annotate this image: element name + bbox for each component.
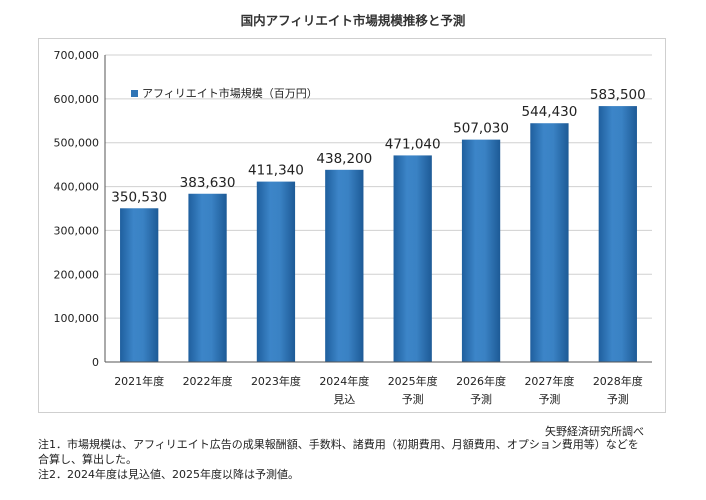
x-tick-label: 2027年度 <box>524 374 574 388</box>
value-label: 383,630 <box>180 175 236 191</box>
x-tick-label: 2028年度 <box>593 374 643 388</box>
x-tick-sublabel: 予測 <box>607 392 629 406</box>
bar <box>188 193 227 362</box>
value-label: 544,430 <box>522 104 578 120</box>
value-label: 583,500 <box>590 87 646 103</box>
legend-swatch <box>131 90 138 97</box>
x-tick-label: 2026年度 <box>456 374 506 388</box>
source-note: 矢野経済研究所調べ <box>545 425 644 438</box>
chart-frame <box>38 38 666 413</box>
value-label: 411,340 <box>248 163 304 179</box>
x-tick-sublabel: 予測 <box>470 392 492 406</box>
x-tick-label: 2022年度 <box>183 374 233 388</box>
footnote-line: 注1．市場規模は、アフィリエイト広告の成果報酬額、手数料、諸費用（初期費用、月額… <box>38 438 639 451</box>
y-axis: 0 100,000 200,000 300,000 400,000 500,000 600,… <box>54 49 106 369</box>
bar <box>325 169 364 362</box>
bar <box>598 106 637 363</box>
bar <box>530 123 569 363</box>
footnotes: 注1．市場規模は、アフィリエイト広告の成果報酬額、手数料、諸費用（初期費用、月額… <box>38 437 639 482</box>
chart-title: 国内アフィリエイト市場規模推移と予測 <box>240 13 466 28</box>
bar <box>256 181 296 362</box>
y-tick-label: 0 <box>92 356 99 369</box>
y-tick-label: 500,000 <box>54 137 100 150</box>
footnote-line: 注2．2024年度は見込値、2025年度以降は予測値。 <box>38 468 299 481</box>
y-tick-label: 400,000 <box>54 181 100 194</box>
x-tick-sublabel: 予測 <box>538 392 560 406</box>
x-tick-label: 2025年度 <box>388 374 438 388</box>
y-tick-label: 200,000 <box>54 268 100 281</box>
value-label: 507,030 <box>453 121 509 137</box>
bars <box>120 106 637 363</box>
footnote-line: 合算し、算出した。 <box>38 453 137 466</box>
x-tick-label: 2021年度 <box>114 374 164 388</box>
value-label: 438,200 <box>316 151 372 167</box>
value-label: 471,040 <box>385 136 441 152</box>
bar <box>461 139 501 362</box>
legend-label: アフィリエイト市場規模（百万円） <box>142 86 318 100</box>
y-tick-label: 100,000 <box>54 312 100 325</box>
x-tick-label: 2023年度 <box>251 374 301 388</box>
x-axis: 2021年度 2022年度 2023年度 2024年度見込2025年度予測2026年度… <box>105 361 652 406</box>
y-tick-label: 600,000 <box>54 93 100 106</box>
legend: アフィリエイト市場規模（百万円） <box>131 86 318 100</box>
bar <box>393 155 432 362</box>
x-tick-sublabel: 予測 <box>402 392 424 406</box>
x-tick-label: 2024年度 <box>319 374 369 388</box>
x-tick-sublabel: 見込 <box>333 393 355 406</box>
bar <box>120 208 159 362</box>
value-label: 350,530 <box>111 189 167 205</box>
y-tick-label: 700,000 <box>54 49 100 62</box>
y-tick-label: 300,000 <box>54 224 100 237</box>
value-labels: 350,530 383,630 411,340 438,200 471,040 507,0… <box>111 87 645 205</box>
